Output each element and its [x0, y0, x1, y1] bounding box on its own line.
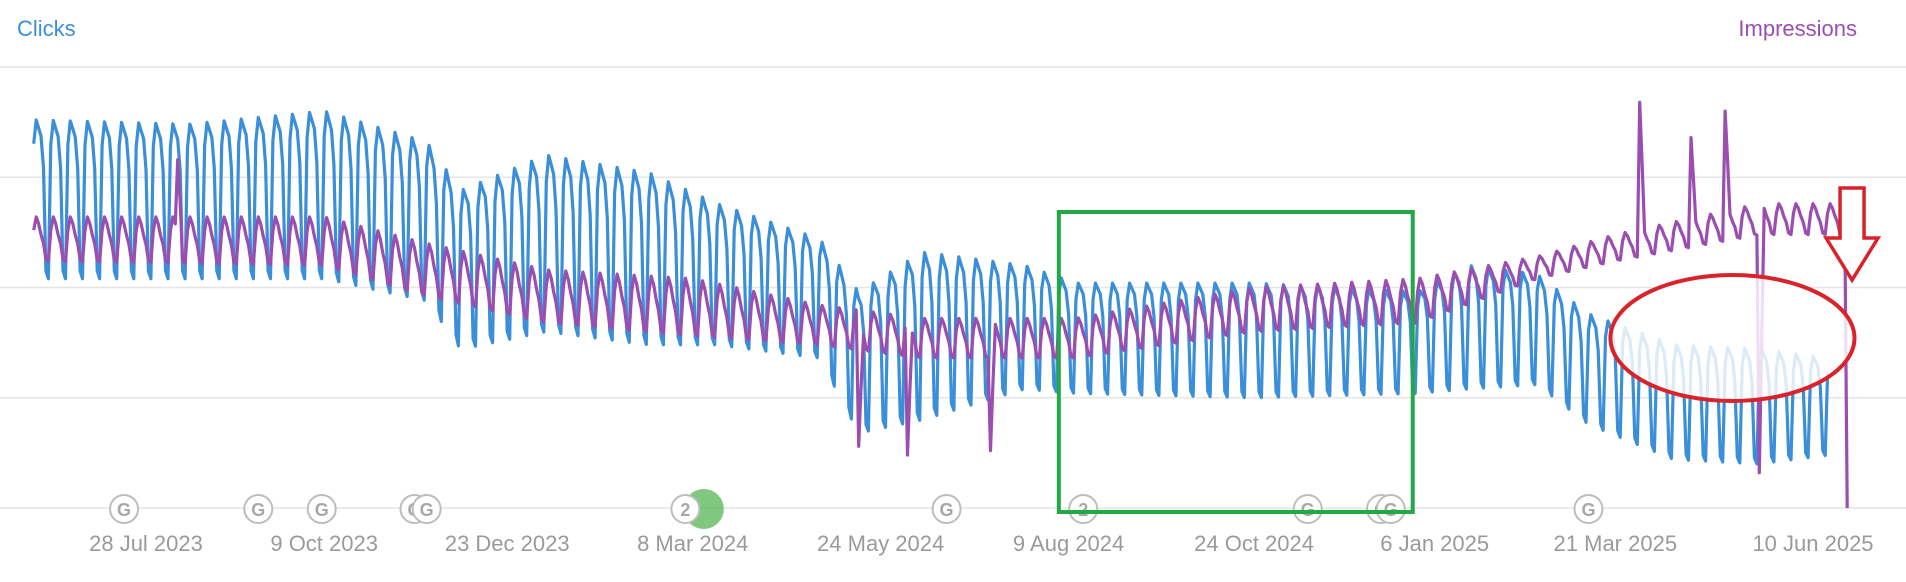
annotation-marker [1068, 494, 1099, 524]
annotation-marker [931, 494, 962, 524]
impressions-series-line [32, 100, 1849, 509]
annotation-marker [670, 494, 701, 524]
x-tick-label: 21 Mar 2025 [1554, 531, 1678, 556]
annotation-marker-label: G [420, 500, 434, 520]
annotation-marker [109, 494, 140, 524]
x-tick-label: 24 Oct 2024 [1194, 531, 1314, 556]
x-tick-label: 28 Jul 2023 [89, 531, 203, 556]
x-tick-label: 24 May 2024 [817, 531, 944, 556]
annotation-marker-label: G [117, 500, 131, 520]
x-tick-label: 8 Mar 2024 [637, 531, 748, 556]
annotation-marker [306, 494, 337, 524]
impressions-label[interactable]: Impressions [1738, 16, 1857, 41]
x-tick-label: 23 Dec 2023 [445, 531, 570, 556]
annotation-marker [1375, 494, 1406, 524]
x-tick-label: 9 Oct 2023 [270, 531, 378, 556]
annotation-marker [1573, 494, 1604, 524]
annotation-marker-label: G [1581, 500, 1595, 520]
annotation-marker-label: G [315, 500, 329, 520]
annotation-marker-label: G [940, 500, 954, 520]
annotation-marker [243, 494, 274, 524]
highlight-ellipse [1608, 273, 1857, 403]
clicks-series-line [32, 110, 1830, 466]
highlight-rectangle [1056, 210, 1415, 514]
annotation-marker-label: 2 [680, 500, 690, 520]
x-tick-label: 6 Jan 2025 [1380, 531, 1489, 556]
annotation-marker [1292, 494, 1323, 524]
x-tick-label: 9 Aug 2024 [1013, 531, 1124, 556]
x-tick-label: 10 Jun 2025 [1752, 531, 1873, 556]
annotation-marker-label: G [251, 500, 265, 520]
annotation-marker [411, 494, 442, 524]
down-arrow-icon [1822, 186, 1882, 284]
clicks-label[interactable]: Clicks [17, 16, 76, 41]
